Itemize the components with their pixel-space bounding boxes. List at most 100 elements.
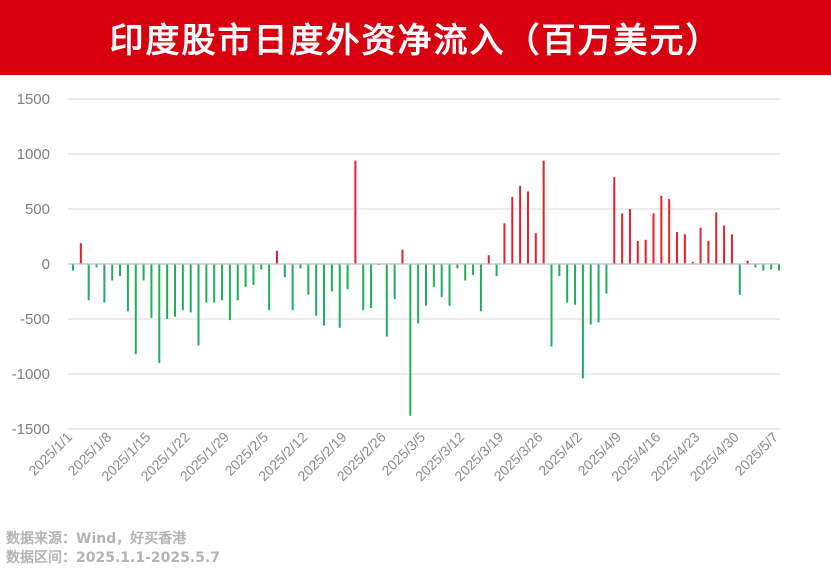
bar: [778, 264, 780, 271]
bar: [472, 264, 475, 275]
bar: [354, 160, 357, 264]
bar: [330, 264, 333, 292]
bar: [166, 264, 169, 319]
y-tick-label: 0: [42, 256, 50, 273]
bar: [244, 264, 247, 288]
bar: [613, 177, 616, 264]
bar: [252, 264, 255, 285]
y-tick-label: 500: [25, 201, 50, 218]
bar: [197, 264, 200, 346]
bar: [158, 264, 161, 363]
bar: [542, 160, 545, 264]
bar: [134, 264, 137, 355]
bar: [699, 227, 702, 264]
bar: [676, 232, 679, 264]
bar: [291, 264, 294, 311]
bar: [707, 240, 710, 264]
bar: [181, 264, 184, 311]
bar: [581, 264, 584, 379]
bar: [142, 264, 145, 281]
bar: [487, 255, 490, 264]
bar: [723, 225, 726, 264]
bar: [72, 264, 74, 271]
bar: [644, 239, 647, 264]
bar: [754, 264, 757, 268]
bar: [393, 264, 396, 300]
bar: [370, 264, 373, 308]
bar: [448, 264, 451, 306]
bar: [150, 264, 153, 318]
bar: [346, 264, 349, 290]
bar: [715, 212, 718, 264]
bar: [511, 196, 514, 264]
bar: [770, 264, 773, 270]
bar: [566, 264, 569, 303]
bar: [173, 264, 176, 317]
y-tick-label: -1000: [12, 366, 50, 383]
bar: [315, 264, 318, 316]
bar: [660, 195, 663, 264]
bar: [456, 264, 459, 269]
bar: [652, 213, 655, 264]
bar: [691, 261, 694, 264]
bar: [417, 264, 420, 324]
bar: [126, 264, 129, 312]
bar: [189, 264, 192, 313]
bar: [526, 191, 529, 264]
bar: [636, 240, 639, 264]
bar: [307, 264, 310, 295]
data-source-note: 数据来源：Wind，好买香港: [6, 531, 187, 547]
bar: [260, 264, 263, 270]
bar: [668, 199, 671, 264]
bar: [519, 185, 522, 264]
bar: [236, 264, 239, 301]
bar: [103, 264, 106, 303]
bar: [464, 264, 467, 281]
bar: [558, 264, 561, 277]
y-tick-label: -500: [20, 311, 50, 328]
title-bar: 印度股市日度外资净流入（百万美元）: [0, 0, 831, 75]
bar: [213, 264, 216, 303]
bar: [574, 264, 577, 305]
bar: [605, 264, 608, 294]
bar: [79, 243, 82, 264]
bar: [730, 234, 733, 264]
footer: 数据来源：Wind，好买香港 数据区间：2025.1.1-2025.5.7: [6, 530, 220, 568]
bar: [401, 249, 404, 264]
bar: [738, 264, 741, 295]
bar: [479, 264, 482, 312]
bar: [597, 264, 600, 323]
bar: [119, 264, 122, 277]
bar: [425, 264, 427, 306]
bar: [268, 264, 271, 311]
bar: [409, 264, 412, 416]
y-tick-label: -1500: [12, 421, 50, 438]
y-tick-label: 1000: [17, 146, 50, 163]
bar: [432, 264, 435, 288]
y-tick-label: 1500: [17, 91, 50, 108]
bar: [534, 233, 537, 264]
data-range-note: 数据区间：2025.1.1-2025.5.7: [6, 550, 220, 566]
bar: [683, 234, 686, 264]
page-title: 印度股市日度外资净流入（百万美元）: [109, 21, 722, 61]
bar: [111, 264, 114, 281]
bar: [550, 264, 553, 347]
x-tick-label: 2025/5/7: [731, 429, 781, 479]
bar: [205, 264, 208, 303]
bar: [362, 264, 365, 311]
bar: [299, 264, 302, 269]
bar: [628, 209, 631, 264]
bar: [338, 264, 341, 328]
bar: [283, 264, 286, 278]
bar: [440, 264, 443, 297]
bar: [495, 264, 498, 277]
bar: [95, 264, 98, 268]
bar: [621, 213, 624, 264]
bar: [228, 264, 231, 321]
bar: [746, 260, 749, 264]
bar: [385, 264, 388, 337]
bar: [87, 264, 90, 301]
bar: [503, 223, 506, 264]
bar: [221, 264, 224, 301]
bar: [762, 264, 765, 271]
